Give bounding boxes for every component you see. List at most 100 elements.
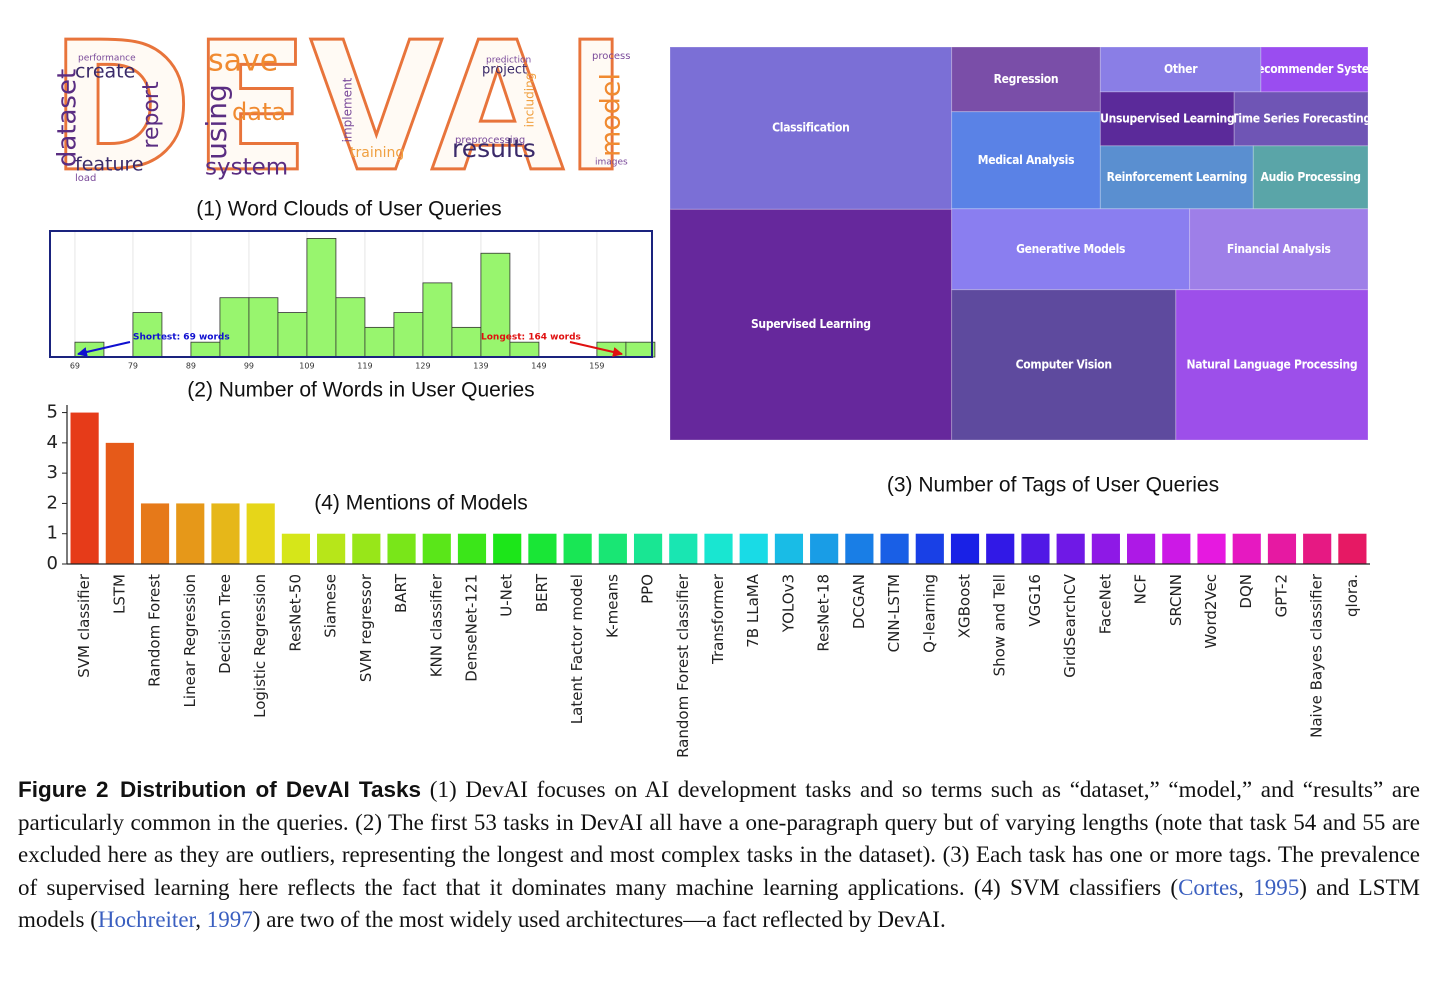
treemap-label: Natural Language Processing <box>1186 357 1357 371</box>
hist-bar <box>306 238 337 358</box>
treemap-label: Generative Models <box>1016 242 1125 256</box>
x-tick-label: FaceNet <box>1096 574 1114 634</box>
bar <box>704 533 733 564</box>
x-tick-label: 69 <box>70 362 80 371</box>
x-tick-label: Logistic Regression <box>251 574 269 718</box>
y-tick-label: 5 <box>47 402 58 423</box>
x-tick-label: VGG16 <box>1026 574 1044 627</box>
x-tick-label: 99 <box>244 362 254 371</box>
cloud-word: project <box>482 63 527 78</box>
x-tick-label: ResNet-50 <box>286 574 304 652</box>
cloud-word: system <box>205 155 288 181</box>
bar <box>140 503 170 564</box>
y-tick-label: 2 <box>47 492 58 513</box>
x-tick-label: YOLOv3 <box>779 574 797 633</box>
treemap-label: Medical Analysis <box>978 153 1074 167</box>
hist-bar <box>422 282 453 358</box>
citation-link[interactable]: Cortes <box>1178 874 1239 900</box>
treemap-label: Recommender System <box>1249 62 1380 76</box>
hist-bar <box>190 341 221 358</box>
caption-text: ) and LSTM models ( <box>18 874 1420 933</box>
hist-bar <box>625 341 656 358</box>
bar <box>281 533 310 564</box>
bar <box>1267 533 1297 564</box>
x-tick-label: 149 <box>531 362 546 371</box>
bar <box>105 442 134 564</box>
x-tick-label: Siamese <box>322 574 340 638</box>
y-tick-label: 0 <box>47 553 58 574</box>
treemap-label: Reinforcement Learning <box>1107 170 1247 184</box>
bar <box>845 533 874 564</box>
x-tick-label: 129 <box>415 362 430 371</box>
bar <box>352 533 381 564</box>
treemap-cell <box>669 46 953 210</box>
x-tick-label: GPT-2 <box>1272 574 1290 617</box>
x-tick-label: Show and Tell <box>991 574 1009 676</box>
cloud-word: save <box>208 44 278 79</box>
bar <box>739 533 768 564</box>
cloud-word: preprocessing <box>455 135 525 146</box>
hist-bar <box>393 312 424 358</box>
bar <box>915 533 944 564</box>
x-tick-label: Random Forest <box>146 574 164 687</box>
x-tick-label: LSTM <box>110 574 128 614</box>
x-tick-label: 109 <box>299 362 314 371</box>
x-tick-label: DCGAN <box>850 574 868 629</box>
cloud-word: results <box>452 134 536 163</box>
x-tick-label: Linear Regression <box>181 574 199 707</box>
x-tick-label: SVM classifier <box>75 573 93 678</box>
bar <box>1232 533 1261 564</box>
treemap-label: Financial Analysis <box>1227 242 1331 256</box>
bar <box>70 412 99 564</box>
y-tick-label: 1 <box>47 523 58 544</box>
hist-bar <box>335 297 366 358</box>
treemap-cell <box>1099 145 1254 210</box>
caption-text: , <box>195 907 207 933</box>
caption-text: , <box>1238 874 1254 900</box>
x-tick-label: 119 <box>357 362 372 371</box>
bar <box>387 533 416 564</box>
x-tick-label: 159 <box>589 362 604 371</box>
hist-bar <box>277 312 308 358</box>
x-tick-label: Transformer <box>709 573 727 665</box>
treemap-cell <box>1252 145 1369 210</box>
bar <box>246 503 275 564</box>
x-tick-label: XGBoost <box>956 574 974 638</box>
bar <box>317 533 346 564</box>
bar <box>422 533 451 564</box>
bar <box>1091 533 1120 564</box>
bar <box>457 533 487 564</box>
y-tick-label: 4 <box>47 432 58 453</box>
x-tick-label: Q-learning <box>920 574 938 653</box>
cloud-word: implement <box>341 77 355 142</box>
treemap-cell <box>669 208 953 441</box>
treemap-cell <box>1175 289 1369 441</box>
cloud-word: data <box>232 98 286 126</box>
x-tick-label: KNN classifier <box>427 573 445 677</box>
cloud-word: report <box>139 81 164 149</box>
caption-text: ) are two of the most widely used archit… <box>252 907 946 933</box>
annotation-arrow <box>77 341 131 357</box>
bar <box>598 533 627 564</box>
cloud-word: create <box>75 61 135 83</box>
bar <box>986 533 1015 564</box>
annotation: Longest: 164 words <box>481 333 581 343</box>
bar <box>1338 533 1367 564</box>
x-tick-label: DQN <box>1237 574 1255 609</box>
cloud-word: using <box>200 84 233 160</box>
cloud-word: dataset <box>53 69 83 167</box>
citation-link[interactable]: 1997 <box>206 907 253 933</box>
citation-link[interactable]: 1995 <box>1253 874 1300 900</box>
treemap-label: Other <box>1164 62 1198 76</box>
x-tick-label: Naive Bayes classifier <box>1308 573 1326 738</box>
treemap-label: Supervised Learning <box>751 317 871 331</box>
treemap-cell <box>1189 208 1369 291</box>
x-tick-label: ResNet-18 <box>815 574 833 652</box>
bar <box>1127 533 1156 564</box>
x-tick-label: 7B LLaMA <box>744 573 762 647</box>
treemap-label: Time Series Forecasting <box>1231 111 1370 125</box>
citation-link[interactable]: Hochreiter <box>97 907 196 933</box>
treemap-label: Unsupervised Learning <box>1100 111 1234 125</box>
caption-text: (1) DevAI focuses on AI development task… <box>18 777 1421 900</box>
